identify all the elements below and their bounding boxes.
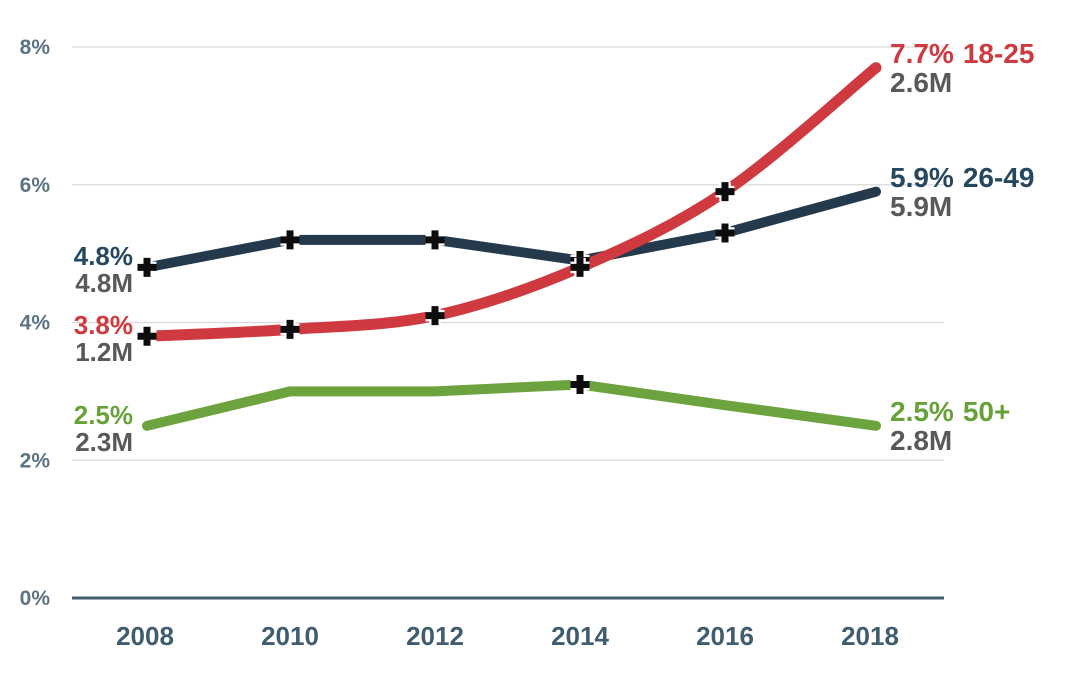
end-percent-value: 5.9% (890, 161, 954, 193)
marker-plus-26-49-2010 (280, 230, 300, 250)
end-label-26-49: 5.9% 26-49 5.9M (890, 161, 1035, 222)
end-percent-26-49: 5.9% 26-49 (890, 161, 1035, 193)
marker-plus-26-49-2012 (425, 230, 445, 250)
start-percent-26-49: 4.8% (73, 241, 133, 272)
y-axis-label-4%: 4% (20, 312, 51, 335)
marker-plus-18-25-2012 (425, 306, 445, 326)
x-axis-label-2016: 2016 (696, 621, 754, 651)
start-percent-50plus: 2.5% (73, 399, 133, 430)
marker-plus-18-25-2014 (570, 257, 590, 277)
marker-plus-26-49-2008 (137, 257, 157, 277)
end-group-name: 50+ (962, 395, 1011, 427)
y-axis-label-0%: 0% (20, 587, 51, 610)
x-axis-label-2008: 2008 (116, 621, 174, 651)
marker-plus-18-25-2008 (137, 326, 157, 346)
end-percent-value: 7.7% (890, 37, 954, 69)
start-volume-26-49: 4.8M (75, 268, 133, 299)
series-line-18-25 (141, 62, 882, 342)
end-percent-value: 2.5% (890, 395, 954, 427)
start-volume-50plus: 2.3M (75, 426, 133, 457)
x-axis-label-2010: 2010 (261, 621, 319, 651)
end-label-18-25: 7.7% 18-25 2.6M (890, 37, 1035, 98)
end-group-name: 18-25 (962, 37, 1035, 69)
end-label-50plus: 2.5% 50+ 2.8M (890, 397, 1010, 455)
x-axis-label-2012: 2012 (406, 621, 464, 651)
marker-plus-50+-2014 (570, 374, 590, 394)
series-line-26-49 (142, 186, 881, 273)
start-label-50plus: 2.5% 2.3M (73, 399, 133, 457)
x-axis-label-2014: 2014 (551, 621, 609, 651)
end-group-name: 26-49 (962, 161, 1035, 193)
end-volume-26-49: 5.9M (890, 190, 953, 222)
marker-plus-18-25-2010 (280, 319, 300, 339)
end-volume-18-25: 2.6M (890, 66, 953, 98)
marker-plus-18-25-2016 (715, 182, 735, 202)
start-label-26-49: 4.8% 4.8M (74, 243, 133, 297)
start-volume-18-25: 1.2M (75, 337, 133, 368)
start-percent-18-25: 3.8% (73, 310, 133, 341)
start-label-18-25: 3.8% 1.2M (74, 312, 133, 366)
y-axis-label-2%: 2% (20, 449, 51, 472)
marker-plus-26-49-2016 (715, 223, 735, 243)
end-percent-18-25: 7.7% 18-25 (890, 37, 1035, 69)
y-axis-label-6%: 6% (20, 174, 51, 197)
y-axis-label-8%: 8% (20, 36, 51, 59)
x-axis-label-2018: 2018 (841, 621, 899, 651)
series-line-50+ (142, 379, 881, 431)
end-percent-50plus: 2.5% 50+ (890, 397, 1010, 426)
end-volume-50plus: 2.8M (890, 424, 953, 456)
